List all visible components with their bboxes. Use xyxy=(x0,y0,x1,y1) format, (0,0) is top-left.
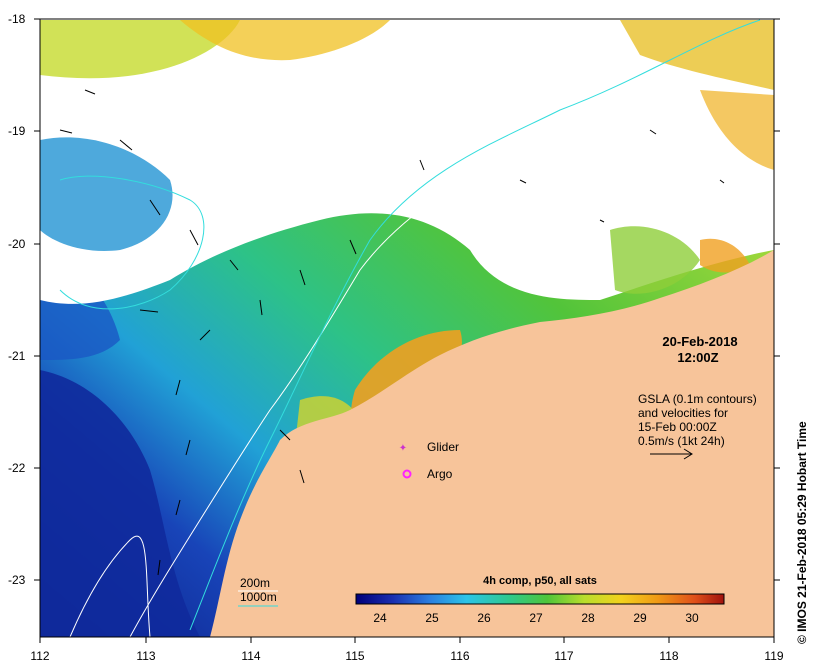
contour-200m xyxy=(129,169,481,637)
colorbar-label: 25 xyxy=(425,611,439,625)
gsla-note-line: GSLA (0.1m contours) xyxy=(638,392,757,406)
lon-tick-label: 117 xyxy=(554,649,573,663)
contour-200m-label: 200m xyxy=(240,576,270,590)
lat-tick-label: -21 xyxy=(8,349,26,363)
lat-tick-label: -19 xyxy=(8,124,26,138)
glider-marker-icon: ✦ xyxy=(399,443,407,454)
map-panel xyxy=(40,19,774,637)
contour-gsla xyxy=(59,175,205,310)
map-frame xyxy=(39,18,775,638)
lon-tick-label: 119 xyxy=(764,649,783,663)
gsla-note-line: and velocities for xyxy=(638,406,728,420)
bathymetry-legend: 200m 1000m xyxy=(238,576,278,607)
colorbar-label: 27 xyxy=(529,611,543,625)
lon-tick-label: 113 xyxy=(136,649,155,663)
velocity-arrows xyxy=(59,89,725,576)
lon-tick-label: 118 xyxy=(659,649,678,663)
colorbar-label: 24 xyxy=(373,611,387,625)
colorbar-label: 26 xyxy=(477,611,491,625)
lon-tick-label: 116 xyxy=(450,649,469,663)
sst-patch xyxy=(610,226,700,294)
colorbar-title: 4h comp, p50, all sats xyxy=(483,575,597,587)
map-time: 12:00Z xyxy=(677,350,718,365)
credit-text: © IMOS 21-Feb-2018 05:29 Hobart Time xyxy=(795,421,809,644)
colorbar-label: 29 xyxy=(633,611,647,625)
sst-patch xyxy=(40,20,240,79)
lat-tick-label: -23 xyxy=(8,573,26,587)
lon-axis: 112 113 114 115 116 117 118 119 xyxy=(30,637,784,663)
lat-tick-label: -18 xyxy=(8,12,26,26)
sst-patch xyxy=(700,238,750,273)
cold-water-region xyxy=(40,370,200,637)
sst-patch xyxy=(620,20,774,90)
colorbar: 4h comp, p50, all sats 24 25 26 27 28 29… xyxy=(355,575,725,625)
marker-legend: ✦ Glider Argo xyxy=(399,440,459,481)
colorbar-label: 28 xyxy=(581,611,595,625)
lat-tick-label: -20 xyxy=(8,237,26,251)
argo-label: Argo xyxy=(427,467,453,481)
glider-label: Glider xyxy=(427,440,459,454)
lat-axis: -18 -19 -20 -21 -22 -23 xyxy=(8,12,780,587)
colorbar-gradient xyxy=(355,593,725,605)
gsla-note-line: 0.5m/s (1kt 24h) xyxy=(638,434,725,448)
gsla-note: GSLA (0.1m contours) and velocities for … xyxy=(638,392,757,460)
lon-tick-label: 115 xyxy=(345,649,364,663)
gsla-note-line: 15-Feb 00:00Z xyxy=(638,420,717,434)
sst-patch xyxy=(700,90,774,170)
map-date: 20-Feb-2018 xyxy=(662,334,737,349)
argo-marker-icon xyxy=(402,469,412,479)
sst-patch xyxy=(180,20,390,61)
colorbar-label: 30 xyxy=(685,611,699,625)
land-mass xyxy=(210,250,774,637)
sst-patch xyxy=(40,137,173,251)
contour-200m xyxy=(69,535,151,637)
cloud-cover xyxy=(40,19,774,304)
lat-tick-label: -22 xyxy=(8,461,26,475)
lon-tick-label: 114 xyxy=(241,649,260,663)
arrow-head-icon xyxy=(683,448,693,460)
contour-1000m-label: 1000m xyxy=(240,590,277,604)
contour-1000m xyxy=(189,19,761,631)
lon-tick-label: 112 xyxy=(30,649,49,663)
